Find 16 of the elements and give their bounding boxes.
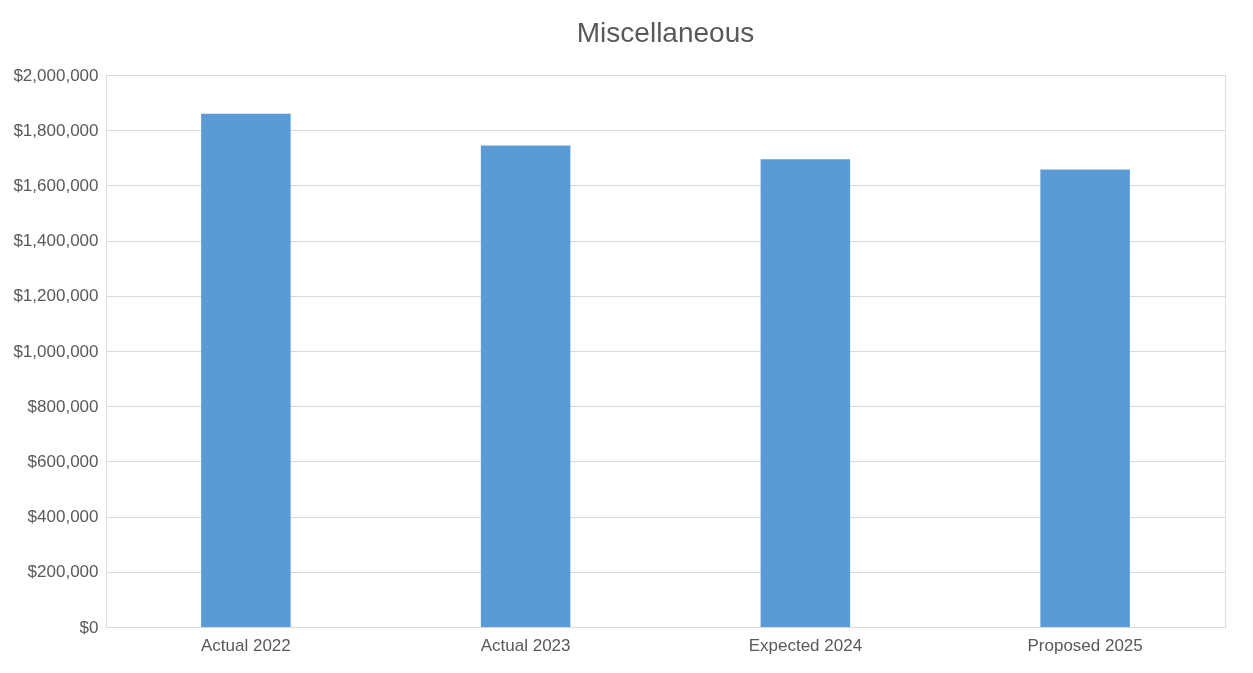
chart-title: Miscellaneous xyxy=(576,17,755,48)
y-tick-label: $1,800,000 xyxy=(13,120,99,140)
y-tick-label: $0 xyxy=(79,617,99,637)
y-tick-label: $800,000 xyxy=(27,396,99,416)
y-tick-label: $1,600,000 xyxy=(13,175,99,195)
y-tick-label: $1,400,000 xyxy=(13,231,99,251)
x-tick-label: Proposed 2025 xyxy=(1027,635,1143,655)
y-tick-label: $600,000 xyxy=(27,451,99,471)
y-tick-label: $1,000,000 xyxy=(13,341,99,361)
x-tick-label: Expected 2024 xyxy=(748,635,863,655)
y-tick-label: $200,000 xyxy=(27,562,99,582)
x-tick-label: Actual 2023 xyxy=(480,635,571,655)
x-tick-label: Actual 2022 xyxy=(200,635,291,655)
y-tick-label: $400,000 xyxy=(27,507,99,527)
y-tick-label: $1,200,000 xyxy=(13,286,99,306)
y-tick-label: $2,000,000 xyxy=(13,65,99,85)
